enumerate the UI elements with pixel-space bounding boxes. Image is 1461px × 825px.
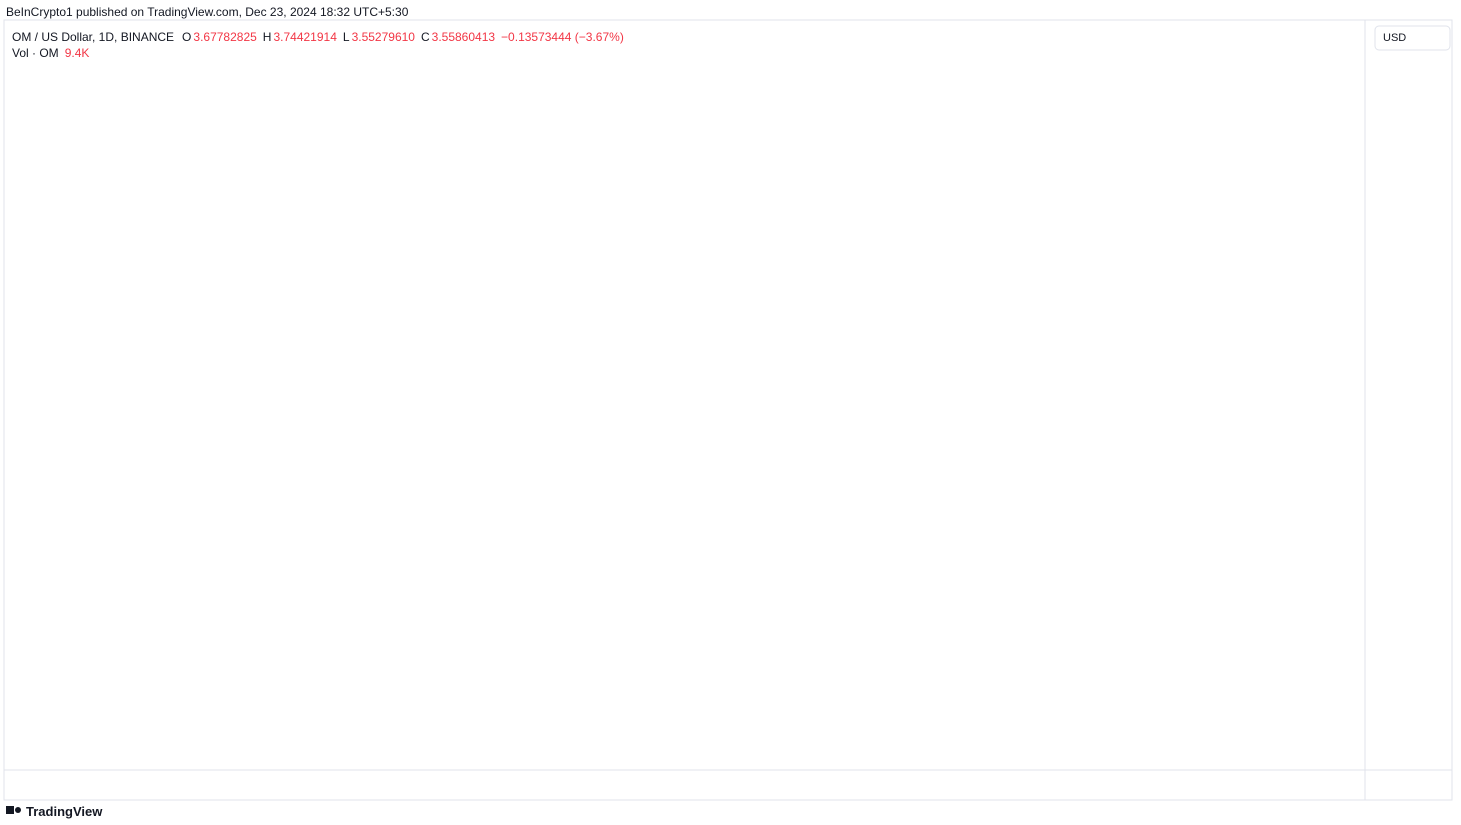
volume-legend: Vol · OM 9.4K (12, 46, 89, 60)
legend-value: 3.67782825 (193, 30, 257, 44)
legend-key: O (182, 30, 192, 44)
legend-value: 3.55279610 (351, 30, 415, 44)
currency[interactable]: USD (1383, 32, 1406, 44)
ohlc-legend: OM / US Dollar, 1D, BINANCE O 3.67782825 H… (12, 30, 630, 44)
publisher: BeInCrypto1 published on TradingView.com… (6, 5, 409, 19)
legend-change: −0.13573444 (−3.67%) (501, 30, 624, 44)
legend-value: 3.55860413 (431, 30, 496, 44)
legend-key: C (420, 30, 430, 44)
legend-key: H (262, 30, 272, 44)
legend-value: 3.74421914 (273, 30, 337, 44)
brand: TradingView (26, 804, 103, 819)
frame (3, 19, 1453, 801)
volume-last: 9.4K (64, 46, 90, 60)
volume-title: Vol · OM (12, 46, 59, 60)
logo (6, 806, 21, 814)
symbol-title: OM / US Dollar, 1D, BINANCE (12, 30, 175, 44)
legend-key: L (342, 30, 350, 44)
currency-box[interactable] (1374, 25, 1451, 51)
